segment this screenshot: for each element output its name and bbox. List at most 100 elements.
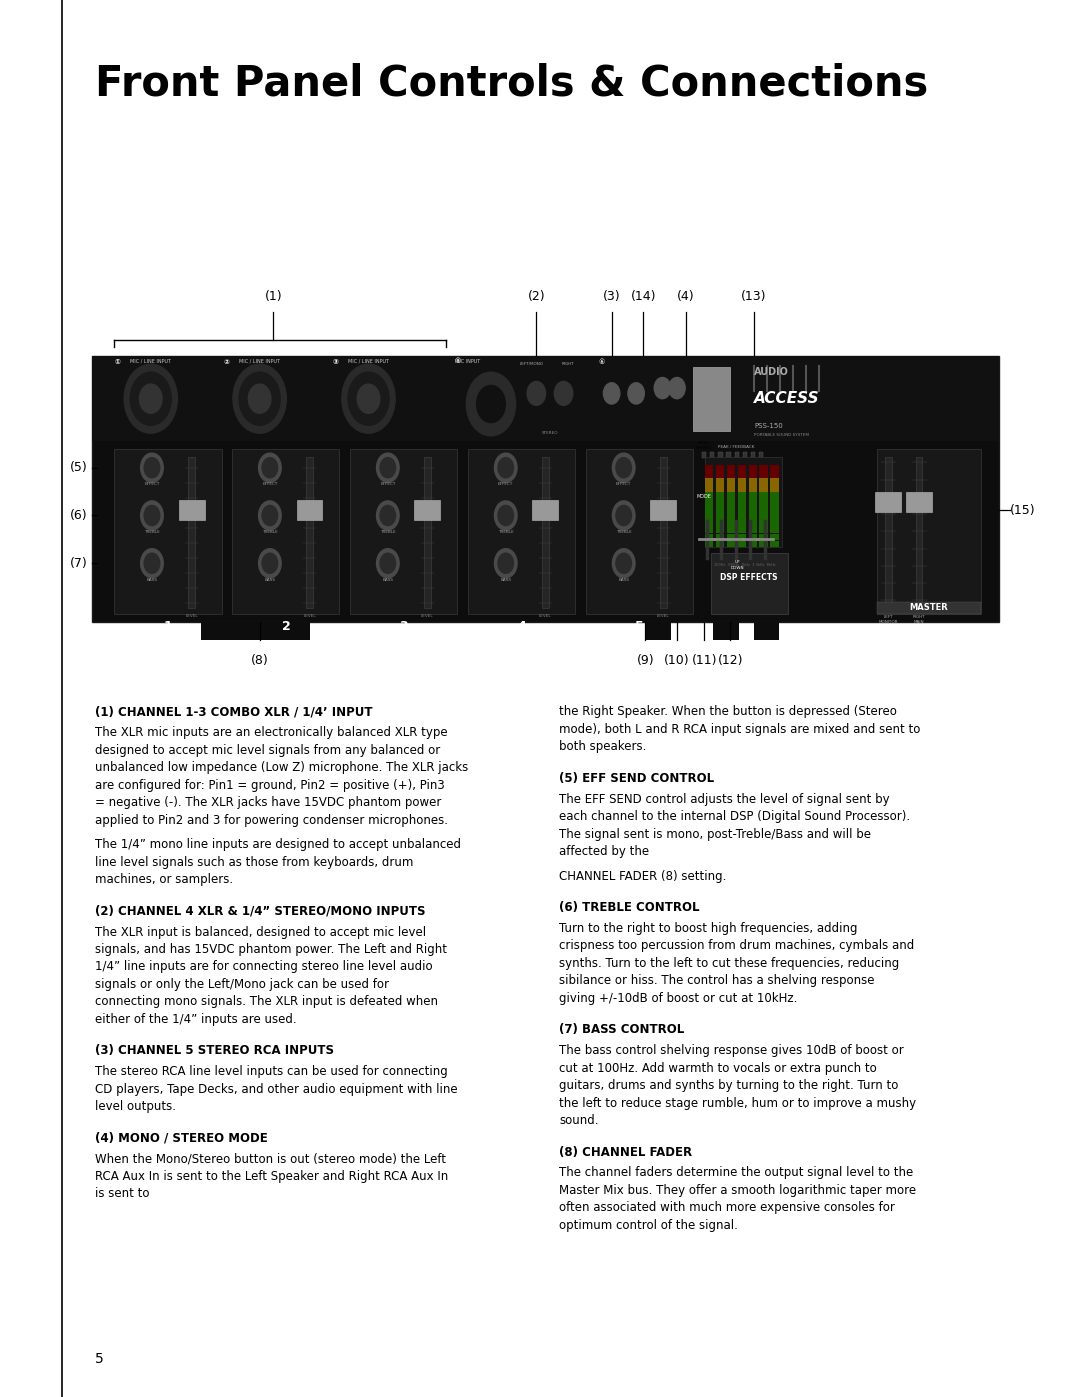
Bar <box>738 513 746 520</box>
Text: (6): (6) <box>70 509 87 522</box>
Text: EFFECT: EFFECT <box>145 482 160 486</box>
Text: both speakers.: both speakers. <box>559 740 647 753</box>
Circle shape <box>233 365 286 433</box>
Text: LEFT
MONITOR: LEFT MONITOR <box>878 615 899 623</box>
Text: designed to accept mic level signals from any balanced or: designed to accept mic level signals fro… <box>95 743 441 757</box>
Bar <box>645 622 671 640</box>
Text: the Right Speaker. When the button is depressed (Stereo: the Right Speaker. When the button is de… <box>559 705 897 718</box>
Circle shape <box>342 365 395 433</box>
Text: BASS: BASS <box>618 578 630 583</box>
Bar <box>716 506 724 513</box>
Bar <box>738 520 746 527</box>
Text: ⑥: ⑥ <box>598 359 605 365</box>
Text: The XLR mic inputs are an electronically balanced XLR type: The XLR mic inputs are an electronically… <box>95 726 448 739</box>
Text: CD players, Tape Decks, and other audio equipment with line: CD players, Tape Decks, and other audio … <box>95 1083 458 1095</box>
Text: LEVEL: LEVEL <box>303 613 315 617</box>
Text: TREBLE: TREBLE <box>262 529 278 534</box>
Text: (1): (1) <box>265 291 282 303</box>
Text: signals or only the Left/Mono jack can be used for: signals or only the Left/Mono jack can b… <box>95 978 389 990</box>
Bar <box>727 499 735 506</box>
Circle shape <box>498 506 514 525</box>
Bar <box>877 448 981 613</box>
Bar <box>727 527 735 534</box>
Bar <box>906 492 932 511</box>
Circle shape <box>554 381 572 405</box>
Text: mode), both L and R RCA input signals are mixed and sent to: mode), both L and R RCA input signals ar… <box>559 724 921 736</box>
Bar <box>759 485 768 492</box>
Bar <box>738 492 746 499</box>
Bar <box>705 534 713 541</box>
Text: sound.: sound. <box>559 1115 599 1127</box>
Bar <box>770 492 779 499</box>
Bar <box>748 513 757 520</box>
Text: (6) TREBLE CONTROL: (6) TREBLE CONTROL <box>559 901 700 914</box>
Text: BASS: BASS <box>265 578 275 583</box>
Bar <box>716 520 724 527</box>
Bar <box>716 513 724 520</box>
Bar <box>693 367 730 430</box>
Text: line level signals such as those from keyboards, drum: line level signals such as those from ke… <box>95 855 414 869</box>
Bar <box>178 500 204 520</box>
Circle shape <box>131 372 172 425</box>
Bar <box>716 478 724 485</box>
Bar <box>705 492 713 499</box>
Text: (12): (12) <box>718 654 743 666</box>
Text: (13): (13) <box>741 291 767 303</box>
Bar <box>727 451 731 458</box>
Bar <box>727 478 735 485</box>
Text: = negative (-). The XLR jacks have 15VDC phantom power: = negative (-). The XLR jacks have 15VDC… <box>95 796 442 809</box>
Bar <box>738 541 746 548</box>
Text: PORTABLE SOUND SYSTEM: PORTABLE SOUND SYSTEM <box>754 433 809 437</box>
Text: guitars, drums and synths by turning to the right. Turn to: guitars, drums and synths by turning to … <box>559 1080 899 1092</box>
Circle shape <box>139 384 162 414</box>
Circle shape <box>669 377 685 398</box>
Circle shape <box>380 553 395 573</box>
Bar <box>711 451 715 458</box>
Text: The bass control shelving response gives 10dB of boost or: The bass control shelving response gives… <box>559 1045 904 1058</box>
Text: LEFT/MONO: LEFT/MONO <box>519 362 544 366</box>
Text: (2) CHANNEL 4 XLR & 1/4” STEREO/MONO INPUTS: (2) CHANNEL 4 XLR & 1/4” STEREO/MONO INP… <box>95 905 426 918</box>
Bar <box>770 541 779 548</box>
Text: LEVEL: LEVEL <box>186 613 198 617</box>
Circle shape <box>612 502 635 529</box>
Circle shape <box>495 453 517 482</box>
Circle shape <box>258 502 281 529</box>
Text: TREBLE: TREBLE <box>498 529 514 534</box>
Bar <box>201 622 310 640</box>
Text: TREBLE: TREBLE <box>616 529 632 534</box>
Circle shape <box>357 384 380 414</box>
Bar <box>770 527 779 534</box>
Bar <box>748 485 757 492</box>
Text: each channel to the internal DSP (Digital Sound Processor).: each channel to the internal DSP (Digita… <box>559 810 910 823</box>
Circle shape <box>140 453 163 482</box>
Text: (11): (11) <box>691 654 717 666</box>
Bar <box>727 465 735 471</box>
Text: crispness too percussion from drum machines, cymbals and: crispness too percussion from drum machi… <box>559 940 915 953</box>
Text: MONO
STEREO: MONO STEREO <box>696 441 713 450</box>
Bar <box>705 471 713 478</box>
Circle shape <box>616 458 632 478</box>
Bar <box>469 448 576 613</box>
Bar <box>705 465 713 471</box>
Bar <box>759 534 768 541</box>
Text: AUDIO: AUDIO <box>754 367 788 377</box>
Text: MASTER: MASTER <box>909 604 948 612</box>
Text: The EFF SEND control adjusts the level of signal sent by: The EFF SEND control adjusts the level o… <box>559 793 890 806</box>
Bar <box>650 500 676 520</box>
Bar <box>759 506 768 513</box>
Circle shape <box>258 453 281 482</box>
Circle shape <box>498 553 514 573</box>
Text: 1/4” line inputs are for connecting stereo line level audio: 1/4” line inputs are for connecting ster… <box>95 961 433 974</box>
Text: Turn to the right to boost high frequencies, adding: Turn to the right to boost high frequenc… <box>559 922 858 935</box>
Bar <box>705 527 713 534</box>
Bar <box>751 451 755 458</box>
Text: (7): (7) <box>70 557 87 570</box>
Bar <box>727 534 735 541</box>
Text: (8): (8) <box>251 654 269 666</box>
Bar <box>705 485 713 492</box>
Bar <box>748 520 757 527</box>
Text: CHANNEL FADER (8) setting.: CHANNEL FADER (8) setting. <box>559 869 727 883</box>
Bar <box>711 553 787 613</box>
Text: (8) CHANNEL FADER: (8) CHANNEL FADER <box>559 1146 692 1158</box>
Text: MIC / LINE INPUT: MIC / LINE INPUT <box>239 359 280 363</box>
